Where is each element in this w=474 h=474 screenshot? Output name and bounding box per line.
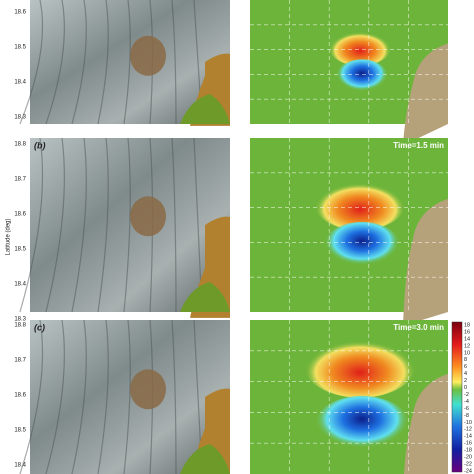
y-tick-label: 18.8 [14,323,26,329]
colorbar-label: -16 [464,441,472,447]
y-axis-label: Latitude (deg) [6,218,12,255]
ridge [171,137,177,313]
land [403,373,448,474]
colorbar-label: 14 [464,336,470,342]
colorbar-label: 6 [464,364,467,370]
ridge [19,137,44,313]
trough [336,59,388,95]
y-tick-label: 18.3 [14,317,26,323]
colorbar-label: -10 [464,420,472,426]
y-tick-label: 18.7 [14,358,26,364]
vegetation [180,282,230,312]
caldera [130,35,166,76]
caldera [130,369,166,410]
time-label: Time=1.5 min [393,141,444,150]
colorbar-label: -12 [464,427,472,433]
colorbar-label: -24 [464,468,472,474]
y-tick-label: 18.8 [14,142,26,148]
ridge [123,319,131,474]
panel-label: (c) [34,322,45,332]
ridge [45,319,65,474]
colorbar-label: -8 [464,413,469,419]
colorbar-label: -4 [464,399,469,405]
vegetation [180,94,230,124]
ridge [171,0,177,125]
y-tick-label: 18.7 [14,177,26,183]
y-tick-label: 18.6 [14,10,26,16]
ridge [171,319,177,474]
colorbar-label: 18 [464,322,470,328]
ridge [97,0,109,125]
vegetation [180,444,230,474]
colorbar-label: -20 [464,455,472,461]
colorbar-label: 8 [464,357,467,363]
y-tick-label: 18.4 [14,80,26,86]
crest [304,334,416,398]
land [403,43,448,146]
colorbar-label: 12 [464,343,470,349]
colorbar-label: -22 [464,461,472,467]
y-tick-label: 18.5 [14,428,26,434]
y-tick-label: 18.6 [14,393,26,399]
trough [315,395,409,454]
y-tick-label: 18.6 [14,212,26,218]
ridge [19,0,44,125]
crest [329,28,391,66]
colorbar-label: 10 [464,350,470,356]
ridge [71,0,87,125]
colorbar [451,321,463,473]
y-tick-label: 18.3 [14,115,26,121]
ridge [97,319,109,474]
ridge [71,137,87,313]
panel-label: (b) [34,140,46,150]
ridge [71,319,87,474]
colorbar-label: -18 [464,448,472,454]
ridge [19,319,44,474]
ridge [45,137,65,313]
colorbar-label: 2 [464,378,467,384]
trough [324,221,400,270]
y-tick-label: 18.5 [14,45,26,51]
crest [315,178,405,231]
ridge [97,137,109,313]
y-tick-label: 18.4 [14,282,26,288]
colorbar-label: -14 [464,434,472,440]
y-tick-label: 18.4 [14,463,26,469]
caldera [130,196,166,237]
land [403,198,448,326]
ridge [45,0,65,125]
colorbar-label: 16 [464,329,470,335]
colorbar-label: 0 [464,385,467,391]
y-tick-label: 18.5 [14,247,26,253]
time-label: Time=3.0 min [393,323,444,332]
colorbar-label: -6 [464,406,469,412]
colorbar-label: -2 [464,392,469,398]
colorbar-label: 4 [464,371,467,377]
